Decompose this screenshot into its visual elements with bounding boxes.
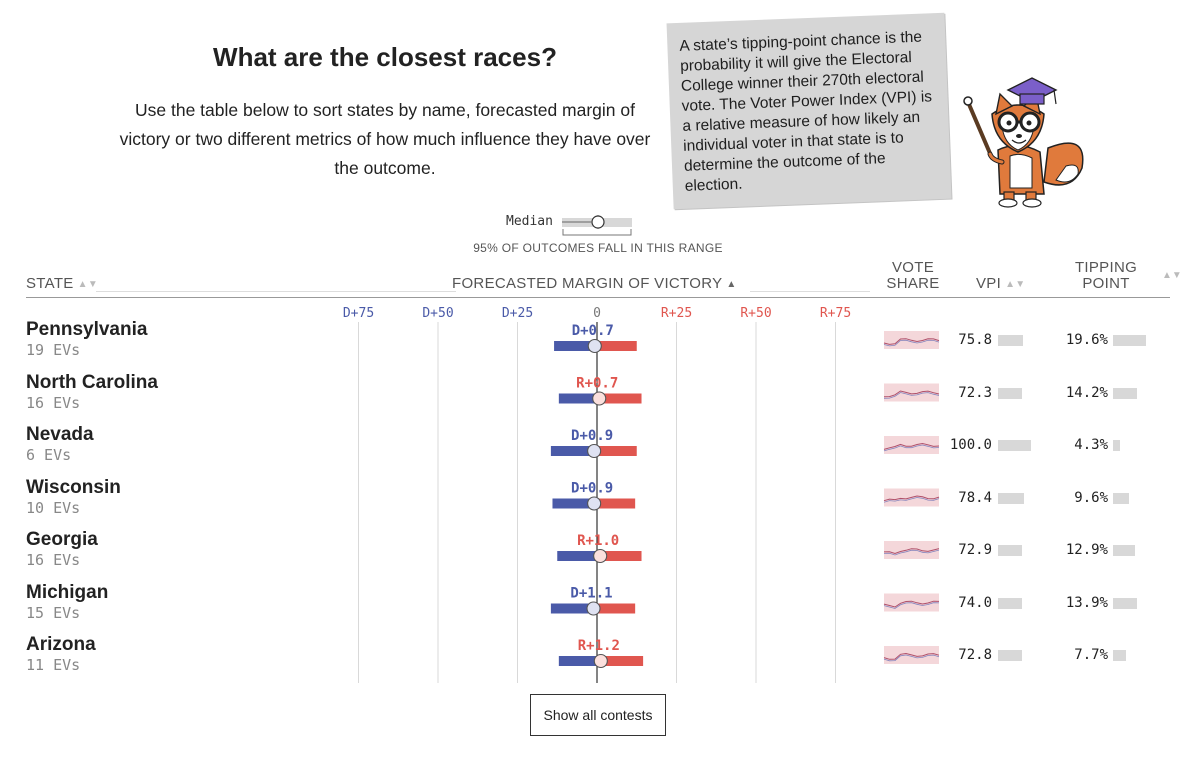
vpi-bar (998, 335, 1023, 346)
tipping-bar (1113, 387, 1138, 399)
column-header-tipping-point[interactable]: TIPPING POINT (1068, 260, 1144, 292)
tipping-value: 19.6% (1065, 332, 1108, 348)
state-evs: 6 EVs (26, 446, 72, 464)
vpi-value: 100.0 (949, 437, 992, 453)
column-header-vpi[interactable]: VPI ▲▼ (976, 275, 1025, 292)
vote-share-header-line2: SHARE (886, 275, 940, 292)
state-evs: 16 EVs (26, 551, 81, 569)
header-rule (26, 297, 1170, 298)
vpi-value: 72.3 (958, 384, 992, 401)
state-evs: 15 EVs (26, 603, 81, 622)
column-header-state[interactable]: STATE ▲▼ (26, 275, 98, 292)
intro-text: Use the table below to sort states by na… (119, 100, 651, 178)
vote-share-header-line1: VOTE (891, 259, 935, 276)
vpi-bar (998, 492, 1024, 504)
column-header-state-label: STATE (26, 275, 74, 292)
vpi-bar (998, 545, 1023, 556)
vpi-value: 72.9 (958, 542, 992, 558)
tipping-value: 14.2% (1065, 384, 1108, 401)
tipping-bar (1113, 650, 1127, 661)
column-header-vpi-label: VPI (976, 275, 1002, 292)
state-name: North Carolina (26, 371, 158, 393)
state-evs: 11 EVs (26, 656, 81, 674)
tipping-header-line1: TIPPING (1074, 259, 1138, 276)
tipping-bar (1113, 440, 1121, 451)
page-title: What are the closest races? (213, 42, 557, 72)
legend-caption: 95% OF OUTCOMES FALL IN THIS RANGE (473, 241, 723, 255)
column-header-vote-share: VOTE SHARE (884, 260, 942, 292)
legend-range-bar (562, 215, 632, 229)
column-header-margin[interactable]: FORECASTED MARGIN OF VICTORY ▲ (452, 275, 737, 292)
state-name: Pennsylvania (26, 319, 148, 340)
vpi-bar (998, 650, 1022, 661)
sort-icon: ▲▼ (1005, 279, 1026, 290)
tipping-value: 7.7% (1074, 647, 1108, 663)
state-name: Michigan (26, 581, 109, 603)
tipping-value: 4.3% (1074, 437, 1108, 453)
tipping-value: 13.9% (1065, 594, 1108, 611)
tipping-bar (1113, 492, 1130, 504)
vpi-value: 72.8 (958, 647, 992, 663)
header-divider-right (750, 291, 870, 292)
state-name: Wisconsin (26, 476, 121, 498)
vpi-value: 78.4 (958, 489, 992, 506)
state-evs: 10 EVs (26, 498, 81, 517)
fox-mascot-illustration (963, 77, 1084, 208)
vpi-value: 74.0 (958, 594, 992, 611)
header-divider-left (96, 291, 456, 292)
sort-icon: ▲▼ (1162, 270, 1182, 281)
vpi-bar (998, 597, 1023, 609)
state-name: Georgia (26, 529, 98, 550)
show-all-contests-button[interactable]: Show all contests (530, 694, 666, 736)
tipping-bar (1113, 597, 1137, 609)
vpi-bar (998, 440, 1031, 451)
column-header-margin-label: FORECASTED MARGIN OF VICTORY (452, 275, 723, 292)
legend-range-bracket (562, 229, 632, 236)
vpi-bar (998, 387, 1022, 399)
tipping-value: 12.9% (1065, 542, 1108, 558)
tipping-bar (1113, 545, 1135, 556)
tipping-header-line2: POINT (1082, 275, 1130, 292)
tipping-bar (1113, 335, 1147, 346)
sort-icon: ▲▼ (77, 279, 99, 290)
tipping-value: 9.6% (1074, 489, 1108, 506)
state-name: Arizona (26, 634, 96, 655)
sort-active-icon: ▲ (726, 279, 737, 290)
vpi-value: 75.8 (958, 332, 992, 348)
legend-median-label: Median (506, 214, 553, 229)
state-name: Nevada (26, 424, 94, 445)
state-evs: 19 EVs (26, 341, 81, 359)
state-evs: 16 EVs (26, 393, 81, 412)
